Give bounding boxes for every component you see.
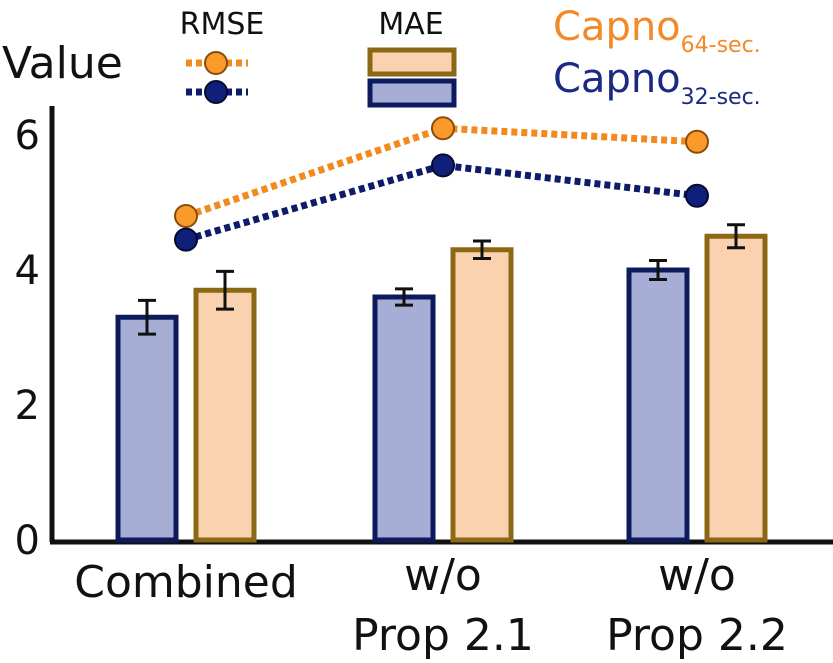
legend-mae-label: MAE <box>378 7 443 42</box>
rmse-point-capno64 <box>431 116 455 141</box>
x-category-label: Prop 2.2 <box>606 610 788 661</box>
rmse-lines <box>174 116 709 252</box>
rmse-point-capno64 <box>174 204 198 228</box>
x-category-label: Prop 2.1 <box>352 610 534 661</box>
y-axis-label: Value <box>2 38 123 89</box>
legend-mae-32-swatch <box>367 78 457 108</box>
error-bar <box>138 298 156 336</box>
legend-capno-64: Capno64-sec. <box>553 4 761 58</box>
bar-group <box>115 223 768 543</box>
rmse-point-capno64 <box>685 129 709 154</box>
error-bar <box>727 223 745 250</box>
y-tick-label: 4 <box>15 248 40 294</box>
bar-capno32-mae <box>626 267 690 543</box>
bar-capno32-mae <box>115 314 179 543</box>
legend-rmse-64-marker <box>186 51 248 75</box>
x-category-label: w/o <box>404 550 482 601</box>
legend-rmse-label: RMSE <box>180 7 265 42</box>
legend-mae-64-swatch <box>367 47 457 77</box>
bar-capno64-mae <box>704 233 768 543</box>
rmse-point-capno32 <box>685 183 709 208</box>
legend-rmse-32-marker <box>186 80 248 104</box>
y-tick-label: 2 <box>15 383 40 429</box>
y-tick-label: 6 <box>15 113 40 159</box>
bar-capno64-mae <box>450 247 514 543</box>
x-category-label: w/o <box>658 550 736 601</box>
bar-capno32-mae <box>372 294 436 543</box>
bar-capno64-mae <box>193 287 257 543</box>
error-bar <box>649 259 667 281</box>
rmse-point-capno32 <box>431 153 455 178</box>
x-category-label: Combined <box>74 557 298 608</box>
rmse-point-capno32 <box>174 227 198 252</box>
legend-capno-32: Capno32-sec. <box>553 56 761 110</box>
error-bar <box>473 239 491 261</box>
error-bar <box>216 269 234 311</box>
y-tick-label: 0 <box>15 518 40 564</box>
error-bar <box>395 287 413 307</box>
